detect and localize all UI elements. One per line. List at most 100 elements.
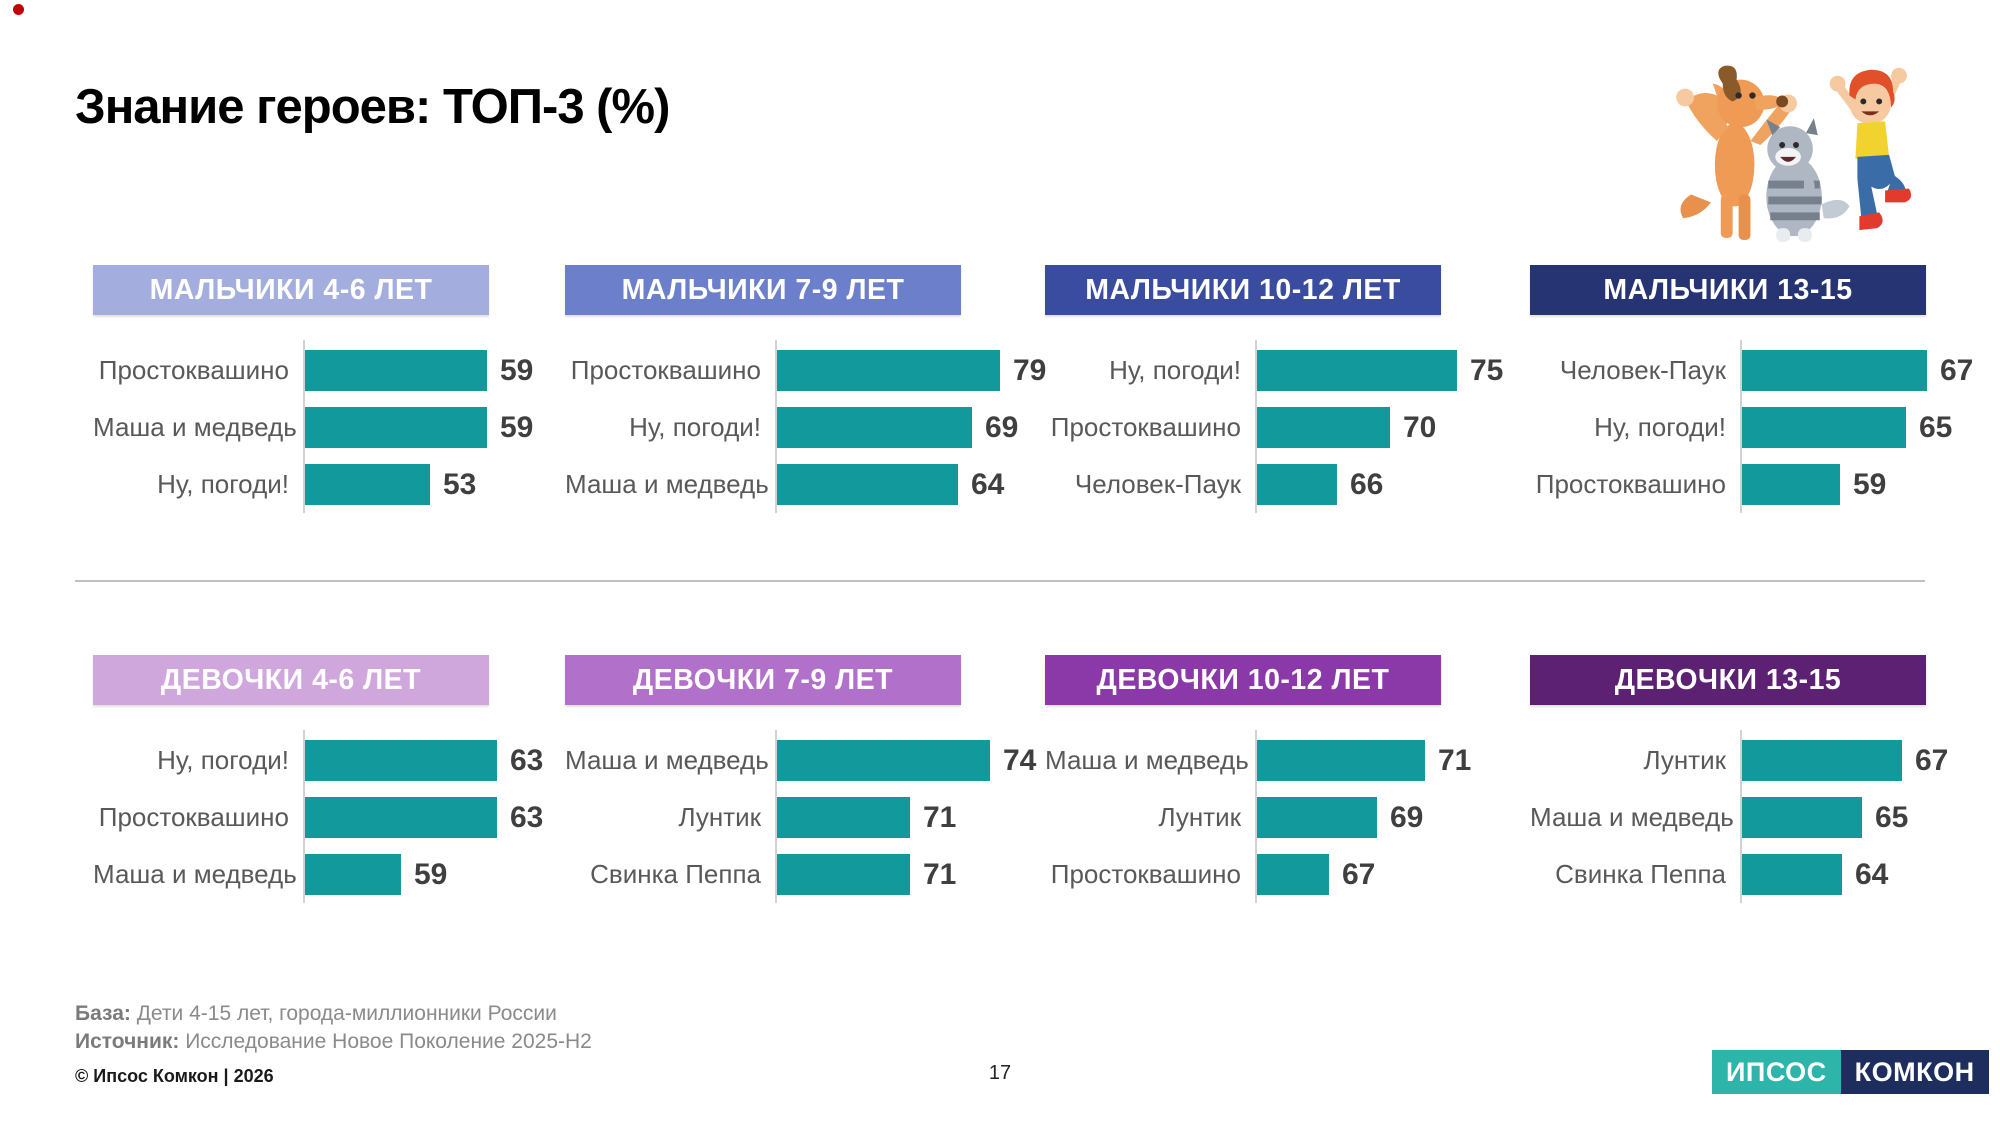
- source-note: Источник: Исследование Новое Поколение 2…: [75, 1028, 592, 1056]
- bar-row: Маша и медведь 74: [565, 740, 1045, 781]
- value-label: 67: [1915, 743, 1949, 777]
- category-label: Маша и медведь: [93, 412, 297, 442]
- bar-row: Свинка Пеппа 71: [565, 854, 1045, 895]
- bar-chart-boys-7-9: Простоквашино 79 Ну, погоди! 69 Маша и медве…: [565, 340, 1047, 513]
- value-bar: [1742, 854, 1842, 895]
- bar-row: Простоквашино 59: [1530, 464, 2000, 505]
- chart-boys-10-12: МАЛЬЧИКИ 10-12 ЛЕТ Ну, погоди! 75 Простоква…: [1045, 265, 1525, 521]
- value-label: 71: [923, 800, 957, 834]
- chart-girls-10-12: ДЕВОЧКИ 10-12 ЛЕТ Маша и медведь 71 Лунтик 6…: [1045, 655, 1525, 911]
- value-label: 69: [1390, 800, 1424, 834]
- chart-header-girls-4-6: ДЕВОЧКИ 4-6 ЛЕТ: [93, 655, 489, 705]
- value-bar: [305, 740, 497, 781]
- boy-figure: [1829, 67, 1912, 231]
- dog-figure: [1676, 65, 1797, 241]
- bar-row: Маша и медведь 65: [1530, 797, 2000, 838]
- chart-header-boys-4-6: МАЛЬЧИКИ 4-6 ЛЕТ: [93, 265, 489, 315]
- category-label: Маша и медведь: [1530, 802, 1734, 832]
- value-label: 70: [1403, 410, 1437, 444]
- category-label: Маша и медведь: [1045, 745, 1249, 775]
- chart-girls-13-15: ДЕВОЧКИ 13-15 Лунтик 67 Маша и медведь 65 Сви…: [1530, 655, 2000, 911]
- ipsos-comcon-logo: ИПСОС КОМКОН: [1712, 1050, 1989, 1094]
- bar-row: Ну, погоди! 65: [1530, 407, 2000, 448]
- bar-row: Лунтик 67: [1530, 740, 2000, 781]
- chart-boys-13-15: МАЛЬЧИКИ 13-15 Человек-Паук 67 Ну, погоди! 6…: [1530, 265, 2000, 521]
- value-label: 64: [1855, 857, 1889, 891]
- value-bar: [1742, 350, 1927, 391]
- bar-row: Человек-Паук 67: [1530, 350, 2000, 391]
- value-bar: [1257, 407, 1390, 448]
- value-label: 71: [923, 857, 957, 891]
- chart-header-boys-7-9: МАЛЬЧИКИ 7-9 ЛЕТ: [565, 265, 961, 315]
- bar-chart-girls-10-12: Маша и медведь 71 Лунтик 69 Простоквашино 67: [1045, 730, 1525, 903]
- base-label: База:: [75, 1002, 131, 1025]
- base-note: База: Дети 4-15 лет, города-миллионники …: [75, 1000, 592, 1028]
- bar-chart-boys-10-12: Ну, погоди! 75 Простоквашино 70 Человек-Паук…: [1045, 340, 1525, 513]
- chart-axis-line: [1740, 340, 1742, 513]
- chart-header-boys-13-15: МАЛЬЧИКИ 13-15: [1530, 265, 1926, 315]
- bar-row: Простоквашино 70: [1045, 407, 1525, 448]
- category-label: Ну, погоди!: [1594, 412, 1726, 442]
- category-label: Ну, погоди!: [1109, 355, 1241, 385]
- category-label: Простоквашино: [570, 355, 761, 385]
- value-bar: [777, 464, 958, 505]
- value-label: 74: [1003, 743, 1037, 777]
- category-label: Простоквашино: [1535, 469, 1726, 499]
- logo-comcon-segment: КОМКОН: [1840, 1050, 1989, 1094]
- bar-row: Маша и медведь 71: [1045, 740, 1525, 781]
- value-bar: [1257, 740, 1425, 781]
- value-bar: [1742, 464, 1840, 505]
- chart-axis-line: [1740, 730, 1742, 903]
- value-label: 59: [1853, 467, 1887, 501]
- bar-row: Лунтик 69: [1045, 797, 1525, 838]
- chart-girls-7-9: ДЕВОЧКИ 7-9 ЛЕТ Маша и медведь 74 Лунтик 71 С…: [565, 655, 1045, 911]
- category-label: Лунтик: [678, 802, 761, 832]
- category-label: Простоквашино: [1050, 859, 1241, 889]
- category-label: Простоквашино: [98, 802, 289, 832]
- base-text: Дети 4-15 лет, города-миллионники России: [130, 1002, 557, 1025]
- cat-figure: [1766, 118, 1850, 243]
- value-label: 65: [1875, 800, 1909, 834]
- bar-chart-boys-4-6: Простоквашино 59 Маша и медведь 59 Ну, погод…: [93, 340, 573, 513]
- category-label: Свинка Пеппа: [1555, 859, 1726, 889]
- category-label: Маша и медведь: [565, 469, 769, 499]
- chart-axis-line: [303, 340, 305, 513]
- bar-row: Маша и медведь 59: [93, 854, 573, 895]
- value-label: 75: [1470, 353, 1504, 387]
- value-label: 64: [971, 467, 1005, 501]
- chart-axis-line: [1255, 340, 1257, 513]
- value-label: 67: [1940, 353, 1974, 387]
- value-label: 53: [443, 467, 477, 501]
- bar-row: Простоквашино 67: [1045, 854, 1525, 895]
- bar-row: Простоквашино 79: [565, 350, 1047, 391]
- value-bar: [1257, 350, 1457, 391]
- bar-row: Ну, погоди! 75: [1045, 350, 1525, 391]
- page-number: 17: [988, 1062, 1012, 1084]
- value-label: 66: [1350, 467, 1384, 501]
- value-bar: [1742, 407, 1906, 448]
- value-label: 71: [1438, 743, 1472, 777]
- bar-chart-girls-13-15: Лунтик 67 Маша и медведь 65 Свинка Пеппа 64: [1530, 730, 2000, 903]
- value-label: 59: [414, 857, 448, 891]
- value-bar: [777, 854, 910, 895]
- value-bar: [777, 797, 910, 838]
- category-label: Ну, погоди!: [629, 412, 761, 442]
- value-label: 65: [1919, 410, 1953, 444]
- source-label: Источник:: [75, 1030, 180, 1053]
- value-label: 79: [1013, 353, 1047, 387]
- page-title: Знание героев: ТОП-3 (%): [75, 79, 670, 134]
- category-label: Человек-Паук: [1074, 469, 1241, 499]
- value-label: 59: [500, 410, 534, 444]
- chart-boys-4-6: МАЛЬЧИКИ 4-6 ЛЕТ Простоквашино 59 Маша и ме…: [93, 265, 573, 521]
- bar-row: Маша и медведь 64: [565, 464, 1045, 505]
- category-label: Простоквашино: [98, 355, 289, 385]
- chart-header-boys-10-12: МАЛЬЧИКИ 10-12 ЛЕТ: [1045, 265, 1441, 315]
- category-label: Свинка Пеппа: [590, 859, 761, 889]
- value-bar: [1742, 797, 1862, 838]
- category-label: Маша и медведь: [565, 745, 769, 775]
- value-bar: [1257, 464, 1337, 505]
- bar-row: Свинка Пеппа 64: [1530, 854, 2000, 895]
- bar-row: Ну, погоди! 53: [93, 464, 573, 505]
- chart-axis-line: [1255, 730, 1257, 903]
- category-label: Лунтик: [1643, 745, 1726, 775]
